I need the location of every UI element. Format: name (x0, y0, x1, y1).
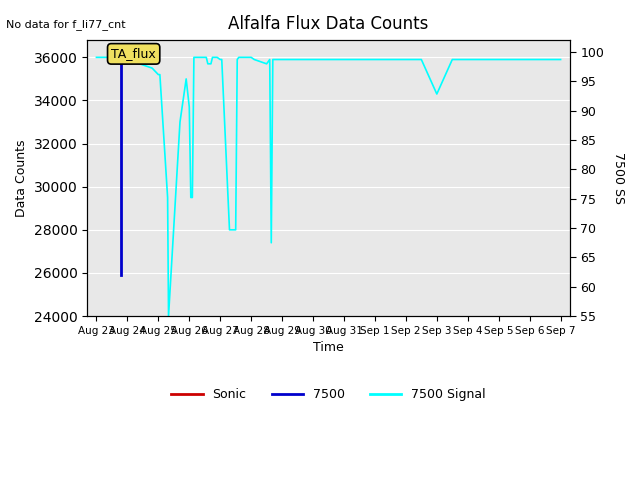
Legend: Sonic, 7500, 7500 Signal: Sonic, 7500, 7500 Signal (166, 383, 491, 406)
Title: Alfalfa Flux Data Counts: Alfalfa Flux Data Counts (228, 15, 429, 33)
Text: No data for f_li77_cnt: No data for f_li77_cnt (6, 19, 126, 30)
Text: TA_flux: TA_flux (111, 48, 156, 60)
X-axis label: Time: Time (313, 341, 344, 354)
Y-axis label: Data Counts: Data Counts (15, 139, 28, 217)
Y-axis label: 7500 SS: 7500 SS (612, 152, 625, 204)
